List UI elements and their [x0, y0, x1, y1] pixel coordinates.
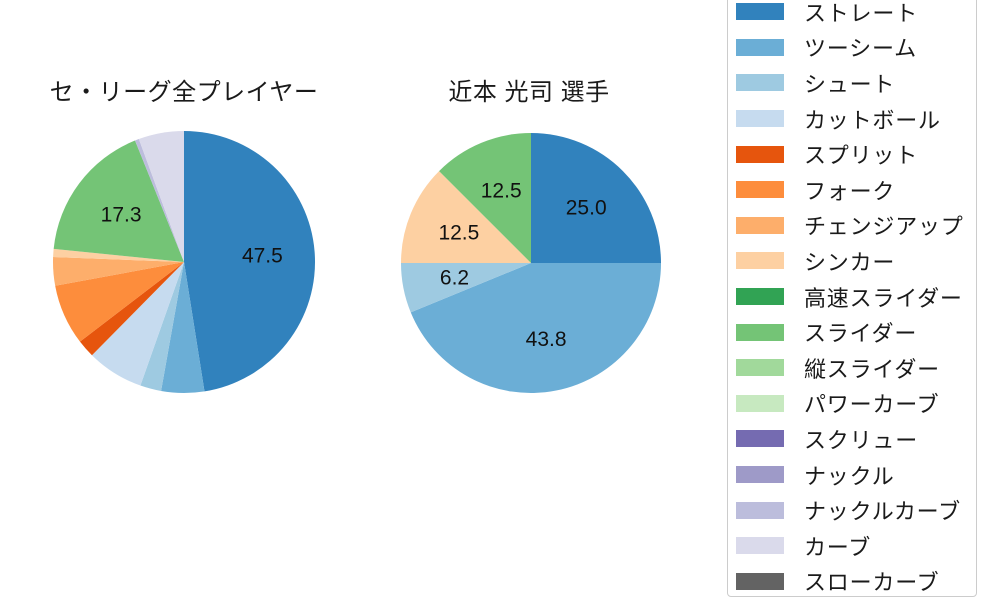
legend-swatch [736, 110, 784, 128]
slice-value-label: 47.5 [242, 244, 283, 267]
legend-item-label: スクリュー [804, 427, 919, 453]
legend-swatch [736, 216, 784, 234]
legend-swatch [736, 38, 784, 56]
slice-value-label: 17.3 [101, 203, 142, 226]
legend: ストレートツーシームシュートカットボール スプリットフォークチェンジアップ シンカー… [727, 0, 977, 597]
legend-item-label: スプリット [804, 143, 919, 169]
legend-item: 高速スライダー [728, 279, 976, 315]
pie-slice [53, 248, 185, 262]
pie-slice [410, 263, 661, 393]
legend-item: スクリュー [728, 421, 976, 457]
pie-slice [401, 171, 531, 263]
legend-swatch [736, 145, 784, 163]
right-pie-title: 近本 光司 選手 [448, 79, 610, 106]
slice-value-label: 25.0 [566, 196, 607, 219]
slice-value-label: 12.5 [481, 179, 522, 202]
legend-item-label: カットボール [804, 107, 941, 133]
left-pie-chart: 47.5 17.3 [52, 131, 316, 394]
pie-slice [140, 262, 184, 391]
legend-item-label: スローカーブ [804, 570, 940, 596]
legend-item-label: スライダー [804, 321, 918, 347]
pie-slice [531, 133, 661, 263]
legend-item-label: シンカー [804, 249, 896, 275]
legend-item-label: シュート [804, 71, 896, 97]
slice-value-label: 6.2 [440, 267, 469, 290]
legend-item-label: ストレート [804, 0, 919, 26]
right-pie-chart: 25.0 43.8 6.2 12.512.5 [401, 133, 661, 393]
legend-item: ナックル [728, 457, 976, 493]
legend-swatch [736, 359, 784, 377]
legend-swatch [736, 3, 784, 21]
legend-item: カットボール [728, 101, 976, 137]
legend-item: 縦スライダー [728, 350, 976, 386]
pie-slice [439, 133, 531, 263]
legend-item: スライダー [728, 314, 976, 350]
legend-item: ストレート [728, 0, 976, 30]
legend-swatch [736, 288, 784, 306]
legend-swatch [736, 323, 784, 341]
legend-item-label: 高速スライダー [804, 285, 963, 311]
legend-item: ナックルカーブ [728, 492, 976, 528]
legend-swatch [736, 572, 784, 590]
legend-item-label: フォーク [804, 178, 896, 204]
legend-item: チェンジアップ [728, 208, 976, 244]
legend-item-label: ナックルカーブ [804, 499, 961, 525]
legend-item-label: ツーシーム [804, 36, 917, 62]
slice-value-label: 43.8 [526, 328, 567, 351]
legend-item: スローカーブ [728, 564, 976, 597]
legend-swatch [736, 394, 784, 412]
pie-slice [79, 262, 184, 356]
pie-slice [91, 262, 184, 386]
pie-slice [184, 131, 316, 392]
pie-slice [135, 139, 184, 262]
legend-item: スプリット [728, 136, 976, 172]
legend-item: フォーク [728, 172, 976, 208]
pie-slice [138, 131, 184, 262]
pie-slice [55, 262, 184, 342]
legend-swatch [736, 501, 784, 519]
legend-item: ツーシーム [728, 30, 976, 66]
legend-swatch [736, 252, 784, 270]
legend-item: パワーカーブ [728, 386, 976, 422]
legend-swatch [736, 74, 784, 92]
legend-swatch [736, 466, 784, 484]
legend-item-label: チェンジアップ [804, 214, 964, 240]
legend-item: カーブ [728, 528, 976, 564]
legend-swatch [736, 430, 784, 448]
pie-slice [52, 257, 184, 286]
legend-item-label: パワーカーブ [804, 392, 940, 418]
legend-item-label: ナックル [804, 463, 895, 489]
legend-swatch [736, 537, 784, 555]
slice-value-label: 12.5 [438, 222, 479, 245]
legend-item-label: 縦スライダー [804, 356, 940, 382]
pie-slice [53, 140, 184, 262]
legend-item: シンカー [728, 243, 976, 279]
legend-item-label: カーブ [804, 534, 872, 560]
legend-item: シュート [728, 65, 976, 101]
legend-swatch [736, 181, 784, 199]
pie-slice [401, 263, 531, 313]
pie-slice [161, 262, 205, 394]
left-pie-title: セ・リーグ全プレイヤー [49, 79, 319, 106]
